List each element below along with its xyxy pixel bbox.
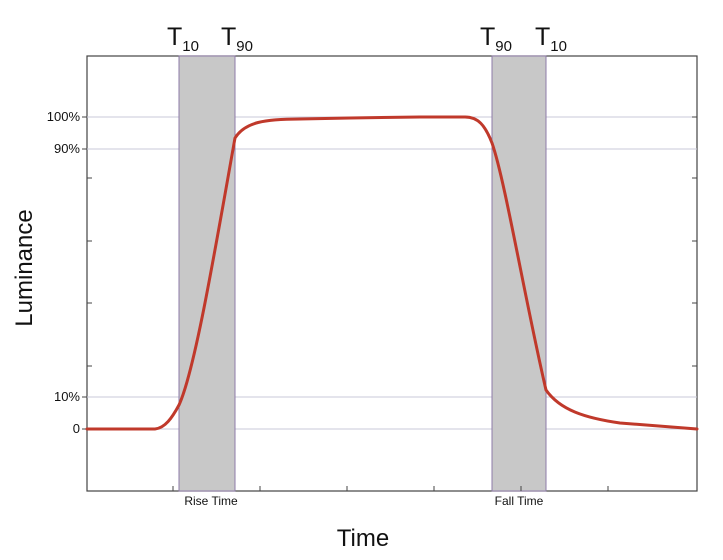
marker-right-t90-main: T (480, 23, 495, 51)
y-tick-10: 10% (54, 389, 80, 404)
marker-left-t10-main: T (167, 23, 182, 51)
marker-right-t90-sub: 90 (495, 38, 512, 55)
x-axis-title: Time (337, 525, 389, 552)
marker-right-t10: T10 (535, 23, 567, 55)
rise-time-label: Rise Time (184, 494, 238, 508)
y-tick-0: 0 (73, 421, 80, 436)
marker-right-t90: T90 (480, 23, 512, 55)
marker-left-t10: T10 (167, 23, 199, 55)
marker-left-t10-sub: 10 (182, 38, 199, 55)
y-axis-title: Luminance (11, 209, 38, 326)
y-tick-90: 90% (54, 141, 80, 156)
luminance-curve (85, 115, 699, 431)
bottom-axis-ticks (172, 486, 609, 491)
y-tick-100: 100% (47, 109, 81, 124)
fall-time-band (491, 55, 547, 492)
fall-time-label: Fall Time (495, 494, 544, 508)
rise-time-band (178, 55, 236, 492)
marker-left-t90-main: T (221, 23, 236, 51)
marker-right-t10-main: T (535, 23, 550, 51)
left-axis-ticks (82, 116, 92, 430)
marker-left-t90: T90 (221, 23, 253, 55)
marker-right-t10-sub: 10 (550, 38, 567, 55)
marker-left-t90-sub: 90 (236, 38, 253, 55)
